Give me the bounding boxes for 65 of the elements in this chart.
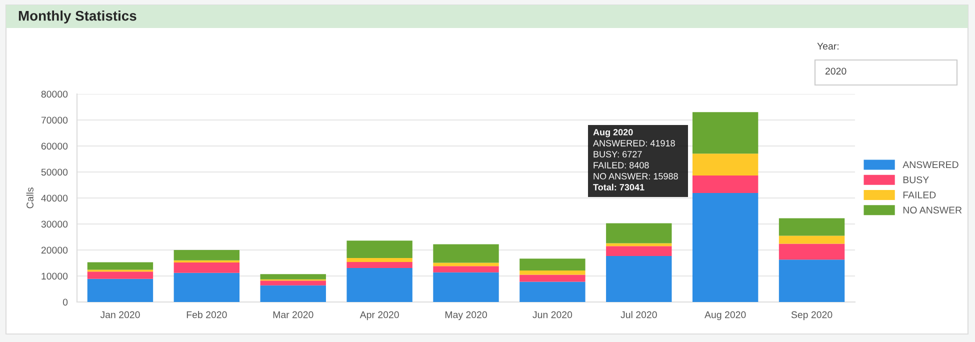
annotation: Total: 73041 (593, 184, 644, 190)
bar (433, 262, 499, 266)
y-tick-label: 20000 (41, 246, 68, 254)
legend-label: FAILED (903, 192, 936, 198)
bar (520, 274, 586, 282)
bar (778, 260, 845, 302)
bar (778, 244, 845, 260)
legend-label: BUSY (903, 176, 929, 184)
y-tick-label: 50000 (41, 168, 68, 176)
y-tick-label: 70000 (41, 116, 68, 124)
x-tick-label: Feb 2020 (186, 311, 227, 318)
x-tick-label: Jun 2020 (532, 311, 572, 318)
annotation: Aug 2020 (593, 128, 633, 138)
annotation: FAILED: 8408 (594, 162, 649, 168)
bar (778, 236, 845, 244)
x-tick-label: Apr 2020 (360, 311, 399, 320)
y-axis-title: Calls (26, 188, 34, 208)
annotation: NO ANSWER: 15988 (594, 173, 678, 180)
x-tick-label: Jul 2020 (620, 311, 657, 318)
x-tick-label: Sep 2020 (791, 311, 832, 320)
text: 2020 (825, 68, 846, 75)
bar (606, 246, 672, 256)
bar (346, 268, 412, 302)
y-tick-label: 30000 (41, 220, 68, 228)
bar (87, 278, 154, 302)
y-tick-label: 60000 (41, 142, 68, 150)
annotation: BUSY: 6727 (594, 151, 642, 158)
y-tick-label: 40000 (41, 194, 68, 202)
bar (606, 223, 672, 244)
bar (692, 154, 758, 176)
bar (433, 244, 499, 263)
bar (692, 112, 758, 154)
y-tick-label: 80000 (41, 90, 68, 98)
text: Year: (817, 42, 838, 50)
bar (778, 218, 845, 236)
x-tick-label: May 2020 (445, 311, 487, 320)
bar (260, 280, 326, 286)
y-tick-label: 10000 (42, 272, 68, 280)
bar (260, 274, 326, 280)
bar (692, 193, 758, 302)
bar (520, 270, 586, 275)
bar (433, 272, 499, 302)
chart-title: Monthly Statistics (18, 10, 136, 24)
x-tick-label: Mar 2020 (273, 311, 314, 318)
y-tick-label: 0 (62, 298, 68, 306)
bar (346, 240, 412, 258)
bar (433, 266, 499, 272)
bar (520, 258, 586, 271)
legend-label: NO ANSWER (903, 206, 962, 214)
annotation: ANSWERED: 41918 (593, 140, 675, 146)
x-tick-label: Aug 2020 (704, 311, 746, 320)
bar (260, 285, 326, 302)
bar (174, 250, 240, 260)
bar (87, 262, 154, 270)
bar (174, 262, 240, 273)
bar (346, 258, 412, 262)
bar (174, 272, 240, 302)
bar (346, 262, 412, 268)
bar (606, 243, 672, 246)
bar (87, 272, 154, 279)
bar (692, 176, 758, 194)
bar (606, 256, 672, 302)
legend-label: ANSWERED (902, 161, 958, 168)
x-tick-label: Jan 2020 (100, 311, 140, 318)
bar (520, 282, 586, 302)
